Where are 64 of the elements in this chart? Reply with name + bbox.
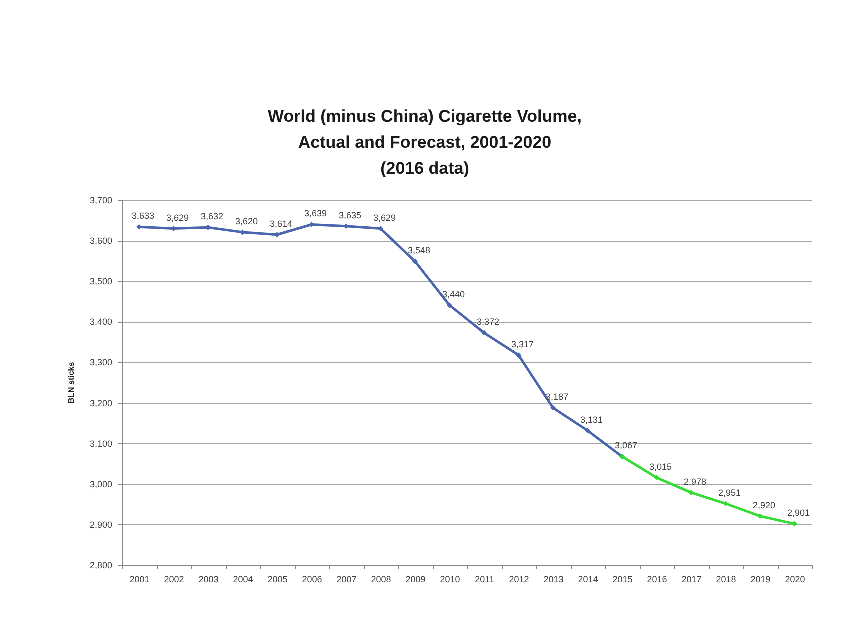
data-label: 3,440 (442, 289, 466, 300)
x-tick-label: 2012 (509, 574, 530, 584)
y-tick-label: 3,100 (90, 438, 112, 449)
point (412, 258, 418, 264)
x-tick-label: 2013 (544, 574, 564, 584)
x-tick-label: 2001 (130, 574, 150, 584)
x-tick-label: 2006 (302, 574, 322, 584)
data-label: 3,131 (580, 414, 604, 425)
x-tick-label: 2011 (475, 574, 494, 584)
x-tick-label: 2020 (785, 574, 806, 584)
point (654, 475, 660, 481)
y-tick-label: 3,200 (90, 398, 112, 408)
data-label: 3,015 (649, 462, 672, 472)
data-label: 3,614 (270, 218, 293, 229)
x-tick-label: 2018 (716, 574, 736, 584)
x-tick-label: 2014 (578, 574, 598, 584)
chart-title: World (minus China) Cigarette Volume, Actual and Forecast, 2001-2020 (2016 data) (268, 107, 582, 178)
data-label: 2,920 (752, 500, 776, 510)
data-label: 3,067 (614, 440, 638, 451)
data-label: 3,317 (511, 339, 534, 350)
data-label: 2,951 (718, 488, 742, 498)
data-label: 2,978 (684, 476, 707, 487)
y-tick-label: 3,300 (90, 358, 112, 368)
data-label: 2,901 (787, 508, 810, 518)
x-tick-label: 2003 (198, 574, 219, 584)
point (792, 521, 798, 527)
point (378, 226, 384, 232)
data-label: 3,372 (476, 317, 500, 328)
x-tick-label: 2019 (750, 574, 771, 584)
y-tick-label: 3,600 (90, 236, 112, 246)
data-label: 3,632 (200, 212, 224, 222)
point (585, 428, 590, 434)
data-label: 3,629 (166, 212, 190, 223)
data-label: 3,633 (132, 211, 155, 222)
y-axis-title: BLN sticks (66, 362, 76, 404)
y-tick-label: 3,400 (90, 317, 112, 328)
point (516, 352, 522, 358)
point (688, 490, 694, 496)
point (550, 405, 556, 411)
x-tick-label: 2004 (233, 574, 254, 584)
data-label: 3,620 (235, 216, 258, 226)
x-tick-label: 2005 (268, 574, 288, 584)
x-tick-label: 2016 (647, 574, 668, 584)
data-label: 3,548 (408, 246, 431, 256)
point (447, 302, 452, 308)
x-tick-label: 2010 (440, 574, 460, 584)
x-tick-label: 2009 (406, 574, 426, 584)
point (723, 501, 728, 506)
x-tick-label: 2017 (682, 574, 702, 584)
point (482, 330, 487, 336)
y-tick-label: 2,800 (90, 560, 112, 570)
data-label: 3,639 (304, 208, 328, 219)
y-tick-label: 2,900 (90, 520, 112, 530)
y-tick-label: 3,000 (90, 479, 112, 490)
data-label: 3,635 (338, 210, 362, 220)
point (758, 514, 763, 520)
y-tick-label: 3,700 (90, 196, 112, 206)
x-tick-label: 2007 (336, 574, 357, 584)
y-tick-label: 3,500 (90, 276, 112, 287)
x-tick-label: 2015 (612, 574, 633, 584)
x-tick-label: 2002 (164, 574, 184, 584)
data-label: 3,187 (546, 392, 569, 402)
data-label: 3,629 (373, 212, 396, 223)
x-tick-label: 2008 (371, 574, 392, 584)
